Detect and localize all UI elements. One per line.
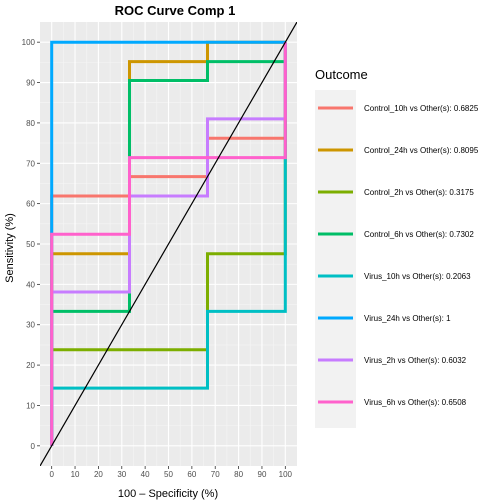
legend-label-2: Control_2h vs Other(s): 0.3175 xyxy=(364,188,474,197)
legend-label-7: Virus_6h vs Other(s): 0.6508 xyxy=(364,398,467,407)
chart-title: ROC Curve Comp 1 xyxy=(115,3,236,18)
axis-ticks: 0 10 20 30 40 50 60 70 80 90 100 0 10 20 30 40 50 60 70 80 9… xyxy=(22,38,293,479)
y-tick-label: 100 xyxy=(22,38,36,47)
legend-label-0: Control_10h vs Other(s): 0.6825 xyxy=(364,104,479,113)
y-tick-label: 40 xyxy=(26,280,35,289)
x-tick-label: 20 xyxy=(94,470,103,479)
legend-label-3: Control_6h vs Other(s): 0.7302 xyxy=(364,230,474,239)
x-tick-label: 50 xyxy=(164,470,173,479)
x-tick-label: 10 xyxy=(71,470,80,479)
legend: Outcome Control_10h vs Other(s): 0.6825 C… xyxy=(315,67,479,428)
y-tick-label: 0 xyxy=(31,442,36,451)
legend-label-4: Virus_10h vs Other(s): 0.2063 xyxy=(364,272,471,281)
x-axis-title: 100 – Specificity (%) xyxy=(118,488,218,500)
series-lines xyxy=(50,40,287,446)
legend-label-5: Virus_24h vs Other(s): 1 xyxy=(364,314,451,323)
series-line-0 xyxy=(50,42,287,446)
y-axis-title: Sensitivity (%) xyxy=(4,213,16,283)
x-tick-label: 30 xyxy=(117,470,126,479)
legend-label-1: Control_24h vs Other(s): 0.8095 xyxy=(364,146,479,155)
series-line-3 xyxy=(50,42,287,446)
y-tick-label: 10 xyxy=(26,401,35,410)
y-tick-label: 20 xyxy=(26,361,35,370)
y-tick-label: 50 xyxy=(26,240,35,249)
x-tick-label: 40 xyxy=(141,470,150,479)
x-tick-label: 60 xyxy=(187,470,196,479)
y-tick-label: 90 xyxy=(26,79,35,88)
legend-label-6: Virus_2h vs Other(s): 0.6032 xyxy=(364,356,467,365)
reference-diagonal xyxy=(40,22,297,466)
series-line-7 xyxy=(50,42,287,446)
legend-key-background xyxy=(315,90,356,428)
x-tick-label: 90 xyxy=(258,470,267,479)
legend-title: Outcome xyxy=(315,67,368,82)
x-tick-label: 80 xyxy=(234,470,243,479)
y-tick-label: 30 xyxy=(26,321,35,330)
x-tick-label: 100 xyxy=(279,470,293,479)
y-tick-label: 60 xyxy=(26,200,35,209)
x-tick-label: 0 xyxy=(49,470,54,479)
x-tick-label: 70 xyxy=(211,470,220,479)
y-tick-label: 80 xyxy=(26,119,35,128)
series-line-6 xyxy=(50,42,287,446)
y-tick-label: 70 xyxy=(26,159,35,168)
